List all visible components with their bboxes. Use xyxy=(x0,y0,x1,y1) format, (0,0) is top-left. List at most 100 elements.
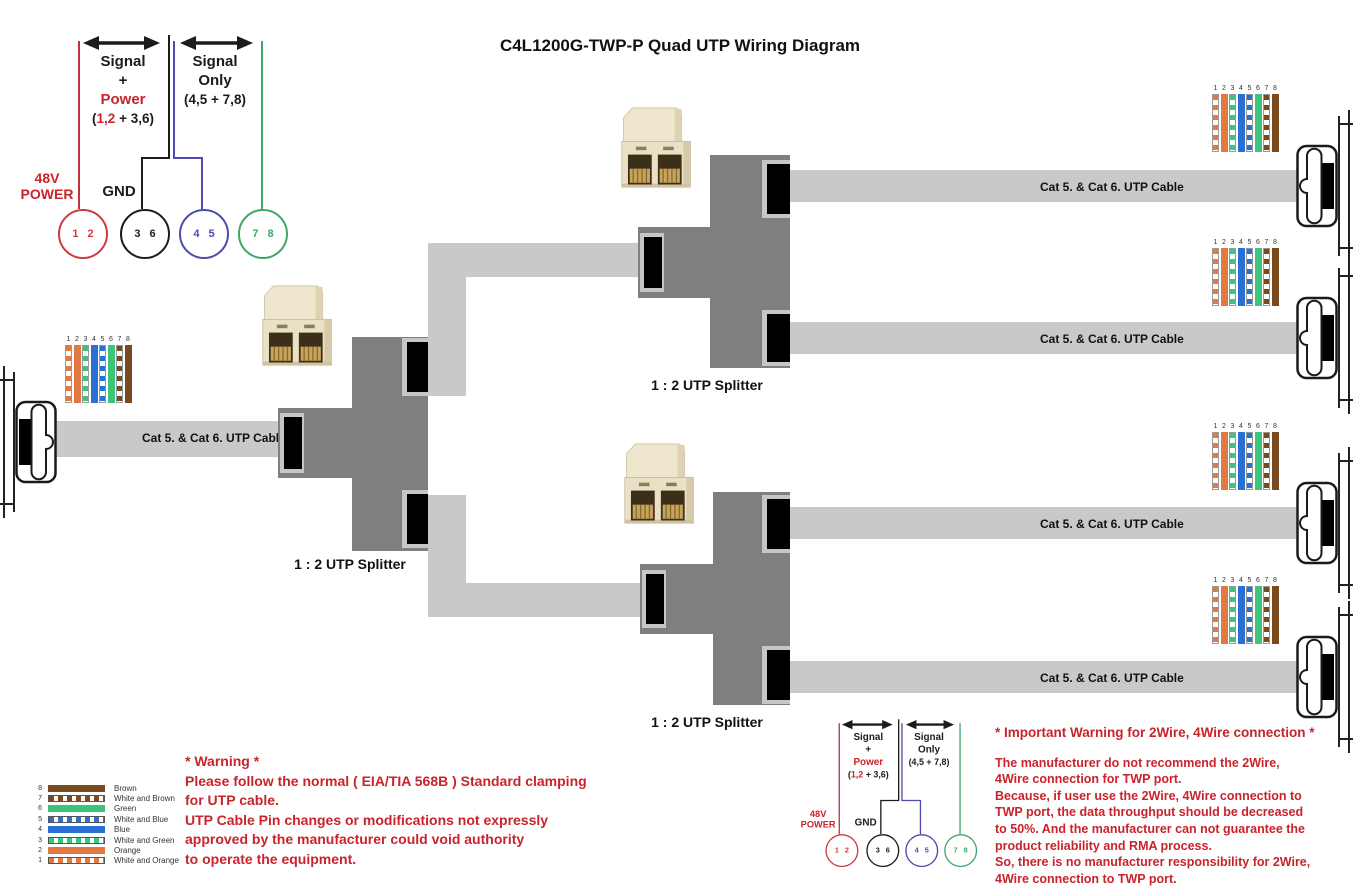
legend-row: 5 White and Blue xyxy=(38,814,169,824)
warning-title: * Warning * xyxy=(185,753,260,769)
wire-orange xyxy=(1220,432,1228,490)
swatch-white-brown xyxy=(48,795,105,803)
power-legend-top: Signal + Power (1,2 + 3,6) Signal Only (… xyxy=(18,30,290,262)
legend-row: 4 Blue xyxy=(38,825,131,835)
pin-circle-3-6: 3 6 xyxy=(120,209,170,259)
pin-circle-4-5: 4 5 xyxy=(905,834,939,868)
signal-only-label: Signal Only (4,5 + 7,8) xyxy=(184,53,246,107)
output-3-pinout-strip: 1 2 3 4 5 6 7 8 xyxy=(1212,423,1279,490)
wire-white-brown xyxy=(1263,248,1270,306)
power-48v-label: 48V POWER xyxy=(20,170,74,202)
output-3-utp-cable xyxy=(790,507,1302,539)
wire-brown xyxy=(1271,94,1279,152)
wire-brown xyxy=(1271,432,1279,490)
input-pinout-strip: 1 2 3 4 5 6 7 8 xyxy=(65,336,132,403)
power-legend-bottom: Signal + Power (1,2 + 3,6) Signal Only (… xyxy=(799,716,979,869)
wire-white-brown xyxy=(1263,432,1270,490)
gnd-label: GND xyxy=(102,183,136,200)
output-2-utp-cable xyxy=(790,322,1302,354)
rj45-coupler-photo xyxy=(262,285,333,366)
wire-orange xyxy=(1220,586,1228,644)
wire-orange xyxy=(1220,94,1228,152)
signal-power-label: Signal + Power (1,2 + 3,6) xyxy=(847,731,889,780)
gnd-label: GND xyxy=(854,816,877,829)
rj45-port-opening xyxy=(644,237,662,288)
legend-row: 2 Orange xyxy=(38,846,141,856)
wire-color-legend: 8 Brown 7 White and Brown 6 Green 5 White an… xyxy=(32,783,179,866)
branch-cable-bottom-horizontal xyxy=(428,583,640,617)
rj45-port-opening xyxy=(407,342,428,392)
keystone-jack-icon xyxy=(1296,445,1353,601)
splitter-label: 1 : 2 UTP Splitter xyxy=(651,377,763,393)
wire-brown xyxy=(124,345,132,403)
keystone-jack-icon xyxy=(0,364,57,520)
wire-white-brown xyxy=(1263,94,1270,152)
rj45-port-opening xyxy=(284,417,302,469)
legend-lines xyxy=(78,35,263,209)
input-utp-cable xyxy=(55,421,281,457)
rj45-port-opening xyxy=(767,314,790,362)
wire-blue xyxy=(90,345,98,403)
wire-white-orange xyxy=(1212,248,1219,306)
power-48v-label: 48V POWER xyxy=(800,808,836,830)
wire-white-orange xyxy=(1212,586,1219,644)
legend-lines xyxy=(838,719,961,835)
swatch-green xyxy=(48,805,105,813)
rj45-port-opening xyxy=(767,650,790,700)
wire-white-green xyxy=(1229,432,1236,490)
input-keystone-jack xyxy=(0,352,62,532)
pin-circle-7-8: 7 8 xyxy=(944,834,978,868)
wire-white-blue xyxy=(99,345,106,403)
wire-white-green xyxy=(1229,586,1236,644)
keystone-jack-icon xyxy=(1296,260,1353,416)
pin-circle-7-8: 7 8 xyxy=(238,209,288,259)
wire-white-green xyxy=(82,345,89,403)
pin-circle-3-6: 3 6 xyxy=(866,834,900,868)
wire-white-brown xyxy=(1263,586,1270,644)
wire-green xyxy=(107,345,115,403)
legend-row: 8 Brown xyxy=(38,783,137,793)
legend-row: 7 White and Brown xyxy=(38,794,175,804)
output-2-pinout-strip: 1 2 3 4 5 6 7 8 xyxy=(1212,239,1279,306)
pin-circle-4-5: 4 5 xyxy=(179,209,229,259)
cable-label: Cat 5. & Cat 6. UTP Cable xyxy=(1040,180,1184,194)
wire-brown xyxy=(1271,586,1279,644)
swatch-white-blue xyxy=(48,815,105,823)
signal-only-label: Signal Only (4,5 + 7,8) xyxy=(908,731,950,767)
swatch-blue xyxy=(48,826,105,834)
warning-block: * Warning * Please follow the normal ( E… xyxy=(185,753,587,867)
legend-row: 6 Green xyxy=(38,804,137,814)
wire-orange xyxy=(73,345,81,403)
double-arrow-icon xyxy=(905,719,917,730)
pin-circle-1-2: 1 2 xyxy=(825,834,859,868)
double-arrow-icon xyxy=(83,36,99,50)
wire-white-green xyxy=(1229,248,1236,306)
important-warning-title: * Important Warning for 2Wire, 4Wire con… xyxy=(995,725,1315,740)
legend-row: 3 White and Green xyxy=(38,835,175,845)
wire-blue xyxy=(1237,586,1245,644)
wire-white-orange xyxy=(1212,94,1219,152)
swatch-orange xyxy=(48,847,105,855)
wire-green xyxy=(1254,248,1262,306)
output-4-utp-cable xyxy=(790,661,1302,693)
cable-label: Cat 5. & Cat 6. UTP Cable xyxy=(1040,332,1184,346)
output-2-keystone-jack xyxy=(1291,248,1353,428)
wire-white-blue xyxy=(1246,432,1253,490)
rj45-port-opening xyxy=(646,574,664,624)
wire-orange xyxy=(1220,248,1228,306)
page-title: C4L1200G-TWP-P Quad UTP Wiring Diagram xyxy=(499,36,861,55)
cable-label: Cat 5. & Cat 6. UTP Cable xyxy=(1040,671,1184,685)
legend-row: 1 White and Orange xyxy=(38,856,179,866)
splitter-label: 1 : 2 UTP Splitter xyxy=(294,556,406,572)
output-1-utp-cable xyxy=(790,170,1302,202)
double-arrow-icon xyxy=(180,36,196,50)
output-4-pinout-strip: 1 2 3 4 5 6 7 8 xyxy=(1212,577,1279,644)
splitter-label: 1 : 2 UTP Splitter xyxy=(651,714,763,730)
wire-white-blue xyxy=(1246,586,1253,644)
swatch-white-orange xyxy=(48,857,105,865)
branch-cable-top-horizontal xyxy=(428,243,640,277)
wire-white-orange xyxy=(1212,432,1219,490)
important-warning-block: * Important Warning for 2Wire, 4Wire con… xyxy=(995,725,1315,886)
pin-circle-1-2: 1 2 xyxy=(58,209,108,259)
